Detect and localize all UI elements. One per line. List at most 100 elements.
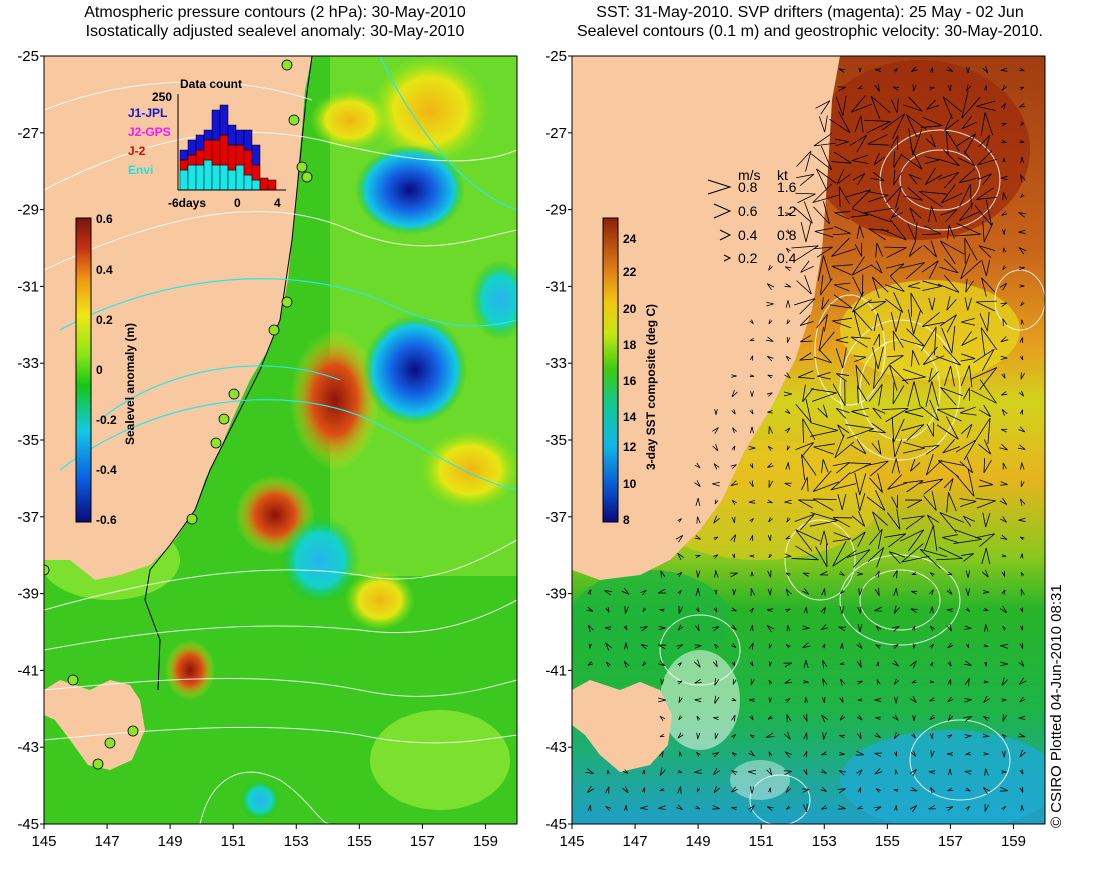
velocity-arrow [587, 661, 593, 666]
right-xtick-149: 149 [686, 833, 711, 850]
velocity-arrow [872, 511, 888, 532]
velocity-arrow [873, 152, 885, 166]
velocity-arrow [941, 325, 956, 354]
velocity-arrow [874, 752, 882, 757]
velocity-arrow [624, 606, 629, 614]
velocity-arrow [695, 805, 701, 810]
velocity-arrow [810, 145, 833, 171]
velocity-arrow [908, 173, 922, 185]
velocity-arrow [783, 391, 793, 397]
velocity-arrow [749, 337, 755, 342]
velocity-arrow [945, 130, 960, 155]
velocity-arrow [768, 319, 773, 325]
inset-series-j1: J1-JPL [128, 106, 167, 120]
velocity-arrow [675, 534, 684, 543]
right-map-title: SST: 31-May-2010. SVP drifters (magenta)… [520, 3, 1100, 41]
velocity-arrow [1019, 536, 1025, 541]
inset-series-j2gps: J2-GPS [128, 125, 171, 139]
velocity-arrow [977, 439, 992, 455]
velocity-arrow [909, 207, 922, 223]
velocity-arrow [867, 134, 890, 146]
velocity-arrow [696, 732, 701, 740]
left-xtick-151: 151 [221, 833, 246, 850]
velocity-arrow [846, 189, 871, 208]
velocity-arrow [893, 588, 899, 597]
velocity-arrow [856, 659, 862, 668]
inset-bar-segment [251, 164, 261, 181]
velocity-arrow [884, 533, 906, 548]
velocity-arrow [938, 460, 965, 478]
velocity-arrow [677, 553, 684, 561]
velocity-arrow [853, 355, 867, 363]
velocity-arrow [960, 423, 973, 438]
velocity-arrow [606, 769, 610, 775]
velocity-arrow [713, 463, 720, 470]
velocity-arrow [870, 171, 885, 182]
velocity-arrow [732, 427, 737, 434]
velocity-arrow [766, 732, 775, 738]
velocity-arrow [1019, 769, 1024, 775]
inset-bar-segment [243, 174, 253, 191]
velocity-arrow [893, 605, 900, 614]
velocity-arrow [874, 570, 880, 578]
velocity-arrow [890, 98, 899, 114]
velocity-arrow [839, 605, 845, 615]
velocity-arrow [658, 644, 667, 650]
velocity-arrow [1019, 355, 1024, 361]
velocity-arrow [887, 474, 908, 490]
velocity-arrow [749, 624, 754, 632]
velocity-arrow [1019, 266, 1025, 271]
velocity-arrow [962, 515, 975, 527]
velocity-arrow [983, 787, 991, 795]
velocity-arrow [847, 462, 872, 475]
velocity-arrow [640, 644, 648, 650]
right-xtick-151: 151 [749, 833, 774, 850]
velocity-arrow [884, 292, 904, 313]
velocity-arrow [750, 571, 754, 577]
velocity-arrow [786, 644, 791, 649]
inset-bar-segment [219, 134, 229, 166]
velocity-arrow [829, 294, 853, 309]
velocity-arrow [870, 260, 883, 274]
inset-series-j2: J-2 [128, 144, 146, 158]
velocity-arrow [732, 661, 736, 667]
right-ytick--37: -37 [545, 509, 567, 526]
velocity-arrow [766, 767, 773, 776]
sst-colorbar-label: 3-day SST composite (deg C) [644, 304, 658, 470]
velocity-arrow [802, 803, 808, 813]
velocity-arrow [838, 186, 851, 208]
velocity-arrow [786, 517, 791, 523]
velocity-arrow [731, 374, 737, 378]
velocity-arrow [785, 300, 791, 308]
velocity-arrow [587, 804, 592, 812]
velocity-arrow [749, 535, 754, 542]
cloud-mask-patch [660, 650, 740, 750]
velocity-arrow [1019, 67, 1025, 72]
velocity-arrow [695, 497, 701, 507]
velocity-arrow [872, 407, 886, 419]
velocity-arrow [937, 274, 960, 293]
velocity-arrow [839, 734, 845, 739]
velocity-arrow [766, 608, 774, 613]
right-colorbar: 24 22 20 18 16 14 12 10 8 3-day SST comp… [602, 217, 658, 527]
velocity-arrow [889, 364, 909, 391]
velocity-arrow [953, 529, 982, 544]
inset-bar-segment [211, 109, 221, 141]
sla-high-central-eddy [290, 330, 380, 470]
velocity-arrow [982, 220, 994, 243]
velocity-arrow [731, 389, 738, 398]
velocity-arrow [918, 478, 944, 495]
velocity-arrow [838, 68, 846, 73]
inset-xtick-start: -6days [168, 196, 206, 210]
velocity-arrow [854, 472, 867, 496]
velocity-arrow [835, 336, 849, 344]
velocity-arrow [794, 298, 816, 315]
velocity-arrow [876, 679, 881, 686]
velocity-arrow [677, 590, 682, 595]
velocity-arrow [794, 201, 813, 224]
velocity-arrow [959, 202, 981, 221]
left-ytick--25: -25 [17, 48, 39, 65]
inset-xtick-zero: 0 [234, 196, 241, 210]
velocity-arrow [910, 787, 918, 792]
velocity-arrow [857, 698, 863, 702]
